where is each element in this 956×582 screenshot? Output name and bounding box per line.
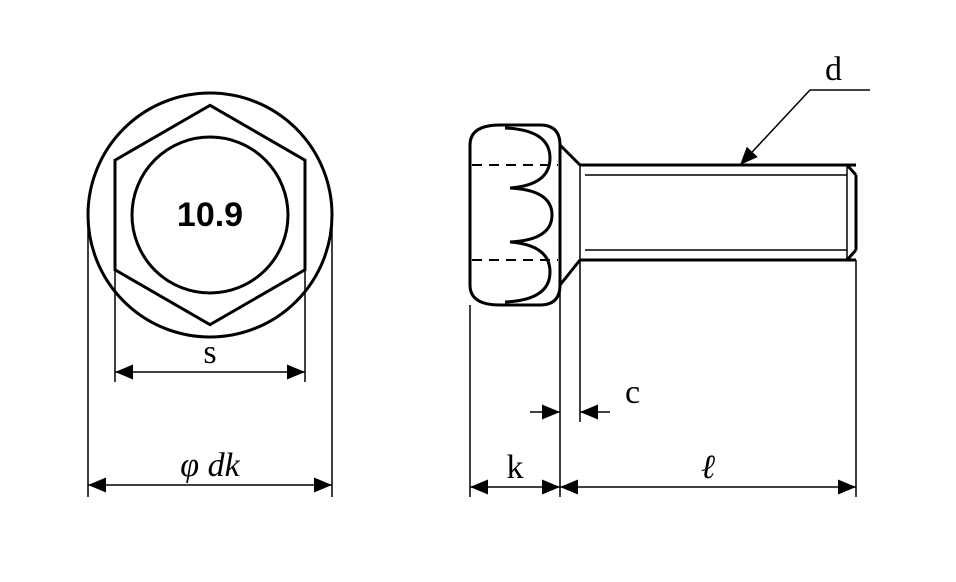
bolt-diagram: 10.9 s φ dk (0, 0, 956, 582)
taper-bot (560, 260, 580, 285)
hex-lobe-top (505, 128, 550, 188)
hex-lobe-bot (505, 242, 550, 302)
dim-d-label: d (825, 51, 842, 88)
side-view: d c k ℓ (470, 51, 870, 497)
dim-l-label: ℓ (701, 449, 715, 486)
hex-lobe-mid (510, 188, 552, 242)
dim-phidk-label: φ dk (180, 447, 240, 484)
taper-top (560, 145, 580, 165)
dim-c-label: c (625, 374, 640, 411)
dim-s-label: s (203, 334, 216, 371)
dim-k-label: k (507, 449, 524, 486)
dim-d-leader (740, 90, 810, 165)
front-view: 10.9 s φ dk (88, 93, 332, 497)
grade-marking: 10.9 (177, 196, 243, 234)
head-outline (470, 125, 560, 305)
